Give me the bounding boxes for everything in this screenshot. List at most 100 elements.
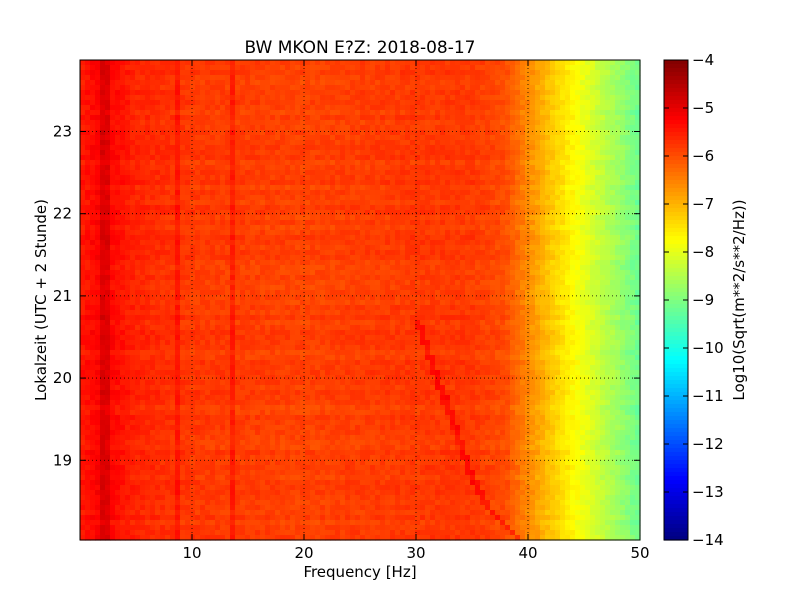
- heatmap-cell: [175, 125, 181, 131]
- heatmap-cell: [285, 200, 291, 206]
- heatmap-cell: [140, 130, 146, 136]
- heatmap-cell: [455, 245, 461, 251]
- heatmap-cell: [175, 200, 181, 206]
- heatmap-cell: [80, 85, 86, 91]
- heatmap-cell: [320, 105, 326, 111]
- heatmap-cell: [615, 100, 621, 106]
- heatmap-cell: [620, 235, 626, 241]
- heatmap-cell: [270, 260, 276, 266]
- heatmap-cell: [140, 205, 146, 211]
- heatmap-cell: [185, 175, 191, 181]
- heatmap-cell: [410, 65, 416, 71]
- heatmap-cell: [550, 135, 556, 141]
- heatmap-cell: [515, 85, 521, 91]
- heatmap-cell: [570, 245, 576, 251]
- heatmap-cell: [445, 155, 451, 161]
- heatmap-cell: [595, 70, 601, 76]
- heatmap-cell: [605, 190, 611, 196]
- heatmap-cell: [490, 180, 496, 186]
- heatmap-cell: [490, 165, 496, 171]
- heatmap-cell: [500, 275, 506, 281]
- heatmap-cell: [390, 215, 396, 221]
- heatmap-cell: [420, 95, 426, 101]
- heatmap-cell: [405, 265, 411, 271]
- heatmap-cell: [305, 170, 311, 176]
- heatmap-cell: [295, 240, 301, 246]
- heatmap-cell: [110, 65, 116, 71]
- heatmap-cell: [610, 60, 616, 66]
- heatmap-cell: [590, 175, 596, 181]
- heatmap-cell: [555, 155, 561, 161]
- heatmap-cell: [545, 65, 551, 71]
- heatmap-cell: [130, 225, 136, 231]
- heatmap-cell: [545, 260, 551, 266]
- heatmap-cell: [385, 175, 391, 181]
- heatmap-cell: [405, 260, 411, 266]
- heatmap-cell: [325, 170, 331, 176]
- heatmap-cell: [270, 205, 276, 211]
- heatmap-cell: [365, 205, 371, 211]
- heatmap-cell: [415, 75, 421, 81]
- heatmap-cell: [235, 280, 241, 286]
- heatmap-cell: [565, 85, 571, 91]
- heatmap-cell: [230, 210, 236, 216]
- heatmap-cell: [410, 145, 416, 151]
- heatmap-cell: [620, 240, 626, 246]
- heatmap-cell: [515, 60, 521, 66]
- heatmap-cell: [505, 85, 511, 91]
- heatmap-cell: [565, 195, 571, 201]
- heatmap-cell: [95, 195, 101, 201]
- heatmap-cell: [195, 125, 201, 131]
- heatmap-cell: [620, 95, 626, 101]
- heatmap-cell: [345, 85, 351, 91]
- heatmap-cell: [550, 230, 556, 236]
- heatmap-cell: [440, 70, 446, 76]
- heatmap-cell: [330, 145, 336, 151]
- heatmap-cell: [150, 60, 156, 66]
- heatmap-cell: [285, 255, 291, 261]
- heatmap-cell: [525, 95, 531, 101]
- heatmap-cell: [100, 230, 106, 236]
- heatmap-cell: [265, 215, 271, 221]
- heatmap-cell: [295, 250, 301, 256]
- heatmap-cell: [245, 65, 251, 71]
- heatmap-cell: [300, 80, 306, 86]
- heatmap-cell: [415, 205, 421, 211]
- heatmap-cell: [365, 75, 371, 81]
- heatmap-cell: [160, 160, 166, 166]
- heatmap-cell: [605, 235, 611, 241]
- heatmap-cell: [330, 255, 336, 261]
- heatmap-cell: [450, 90, 456, 96]
- heatmap-cell: [420, 180, 426, 186]
- heatmap-cell: [510, 155, 516, 161]
- heatmap-cell: [140, 105, 146, 111]
- heatmap-cell: [500, 200, 506, 206]
- heatmap-cell: [105, 260, 111, 266]
- heatmap-cell: [450, 80, 456, 86]
- heatmap-cell: [505, 260, 511, 266]
- heatmap-cell: [195, 145, 201, 151]
- heatmap-cell: [460, 235, 466, 241]
- heatmap-cell: [605, 95, 611, 101]
- heatmap-cell: [535, 245, 541, 251]
- heatmap-cell: [465, 85, 471, 91]
- heatmap-cell: [615, 155, 621, 161]
- heatmap-cell: [175, 230, 181, 236]
- heatmap-cell: [470, 165, 476, 171]
- heatmap-cell: [265, 60, 271, 66]
- heatmap-cell: [85, 180, 91, 186]
- heatmap-cell: [505, 170, 511, 176]
- heatmap-cell: [150, 170, 156, 176]
- heatmap-cell: [610, 70, 616, 76]
- heatmap-cell: [485, 230, 491, 236]
- heatmap-cell: [525, 260, 531, 266]
- heatmap-cell: [510, 220, 516, 226]
- heatmap-cell: [625, 185, 631, 191]
- heatmap-cell: [360, 190, 366, 196]
- heatmap-cell: [450, 65, 456, 71]
- heatmap-cell: [510, 205, 516, 211]
- heatmap-cell: [520, 270, 526, 276]
- heatmap-cell: [400, 130, 406, 136]
- heatmap-cell: [630, 90, 636, 96]
- heatmap-cell: [350, 180, 356, 186]
